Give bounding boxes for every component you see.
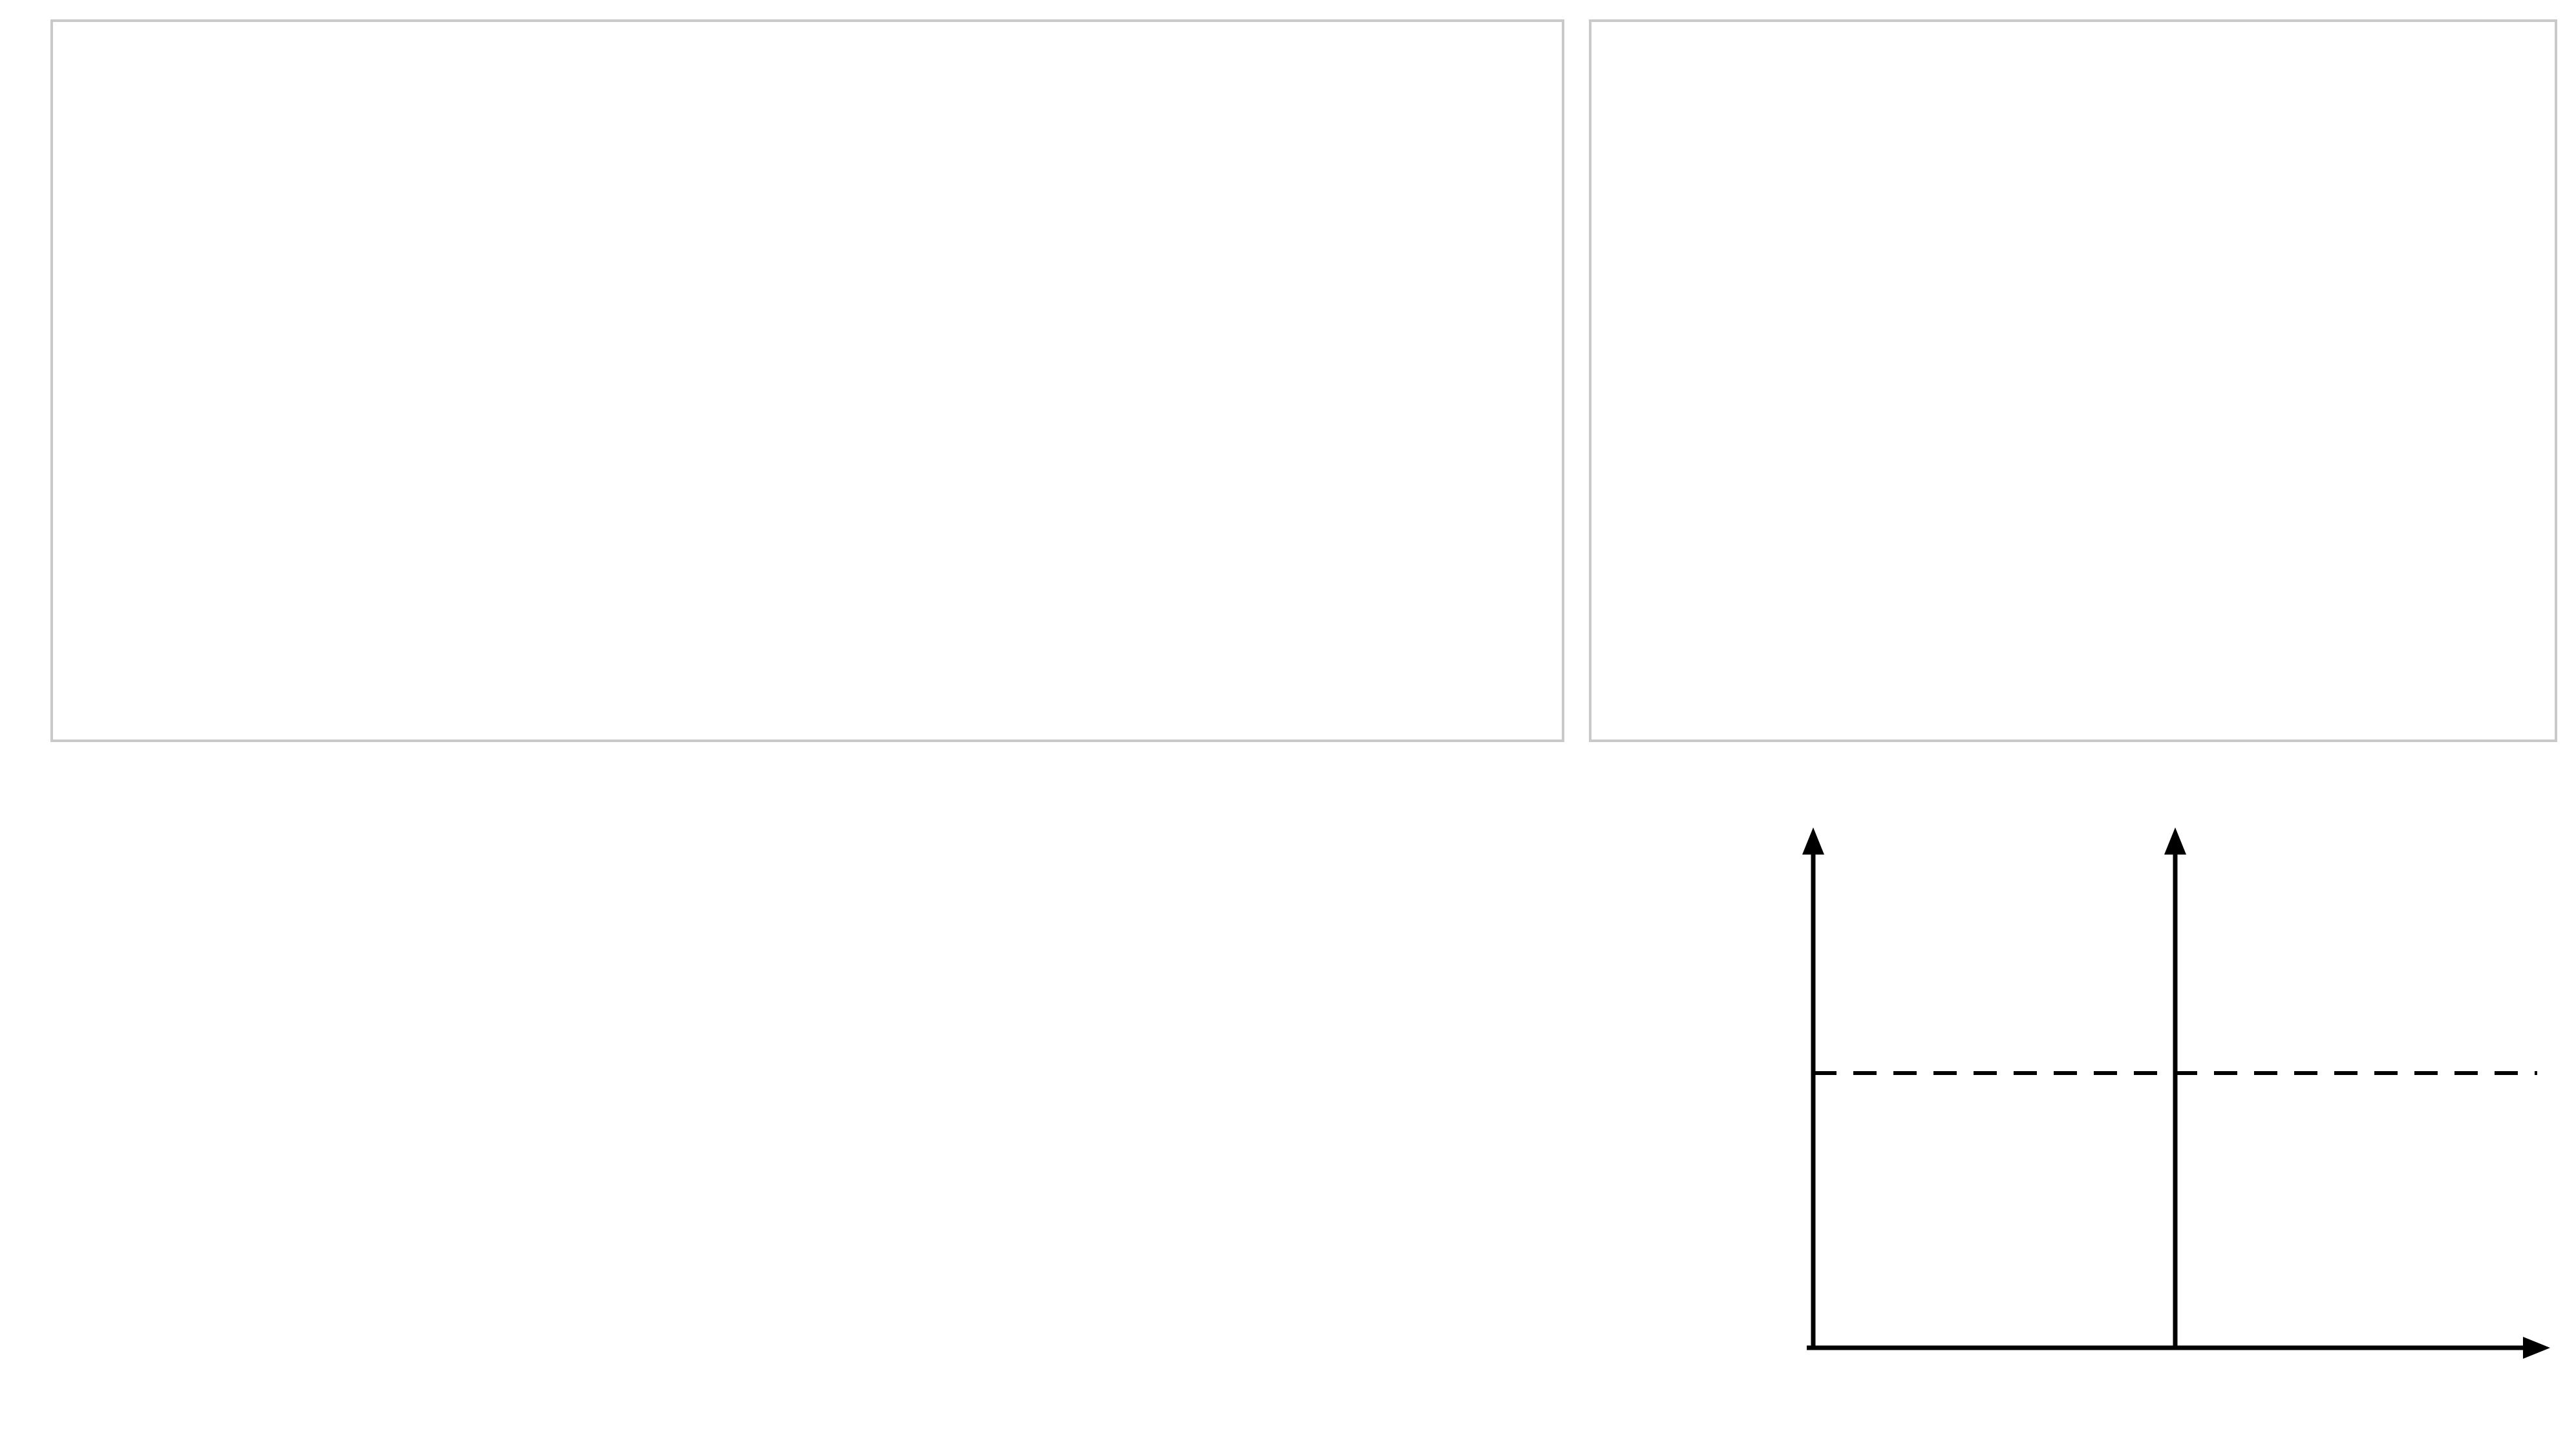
pdos-chart-alco [26, 776, 878, 1435]
left-axis-arrowhead [1802, 827, 1824, 855]
cohp-chart-alco [1597, 26, 2114, 743]
panel-a-box [50, 19, 1564, 742]
horizontal-axis-arrowhead [2523, 1337, 2550, 1359]
dos-chart-ceco-a [840, 26, 1571, 747]
pdos-chart-ceco [873, 776, 1732, 1435]
schematic-axes [1802, 827, 2550, 1359]
panel-b-box [1589, 19, 2557, 742]
dos-chart-alco-a [65, 26, 892, 747]
right-axis-arrowhead [2164, 827, 2186, 855]
cohp-chart-ceco [2115, 26, 2561, 743]
